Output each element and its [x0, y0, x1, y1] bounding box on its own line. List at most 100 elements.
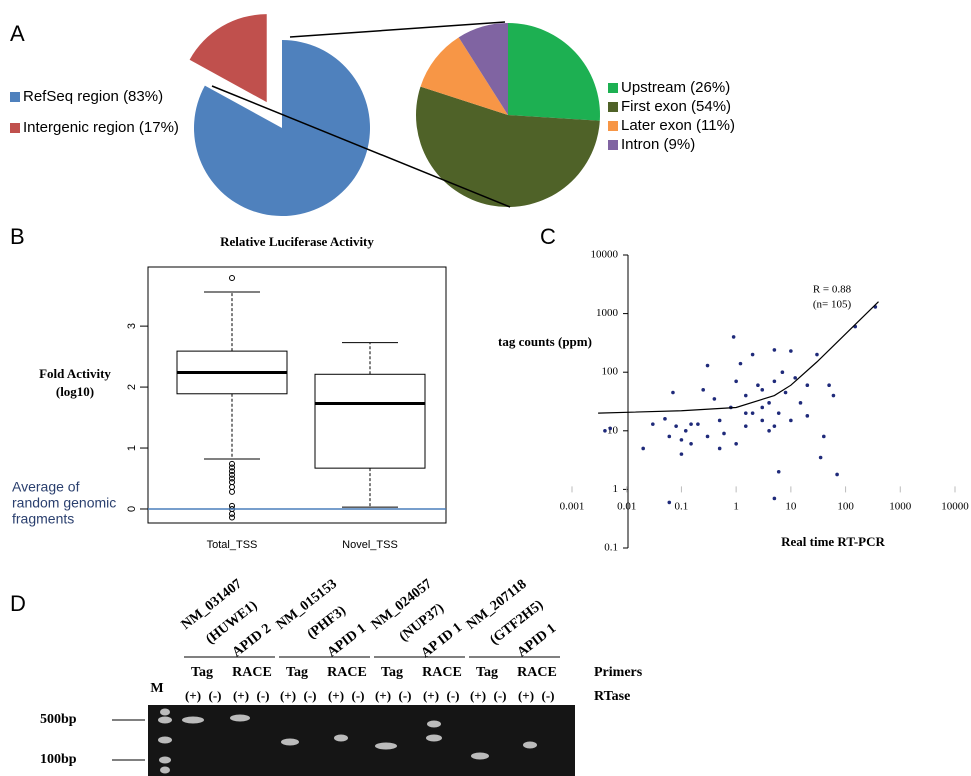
x-tick-label: 100	[837, 501, 854, 513]
rtase-label: (-)	[352, 688, 365, 703]
rtase-label: (-)	[304, 688, 317, 703]
point	[793, 376, 797, 380]
outlier	[230, 480, 235, 485]
point	[608, 427, 612, 431]
gel-band	[375, 743, 397, 750]
x-tick-label: Total_TSS	[207, 539, 258, 551]
point	[684, 429, 688, 433]
rtase-label: (+)	[423, 688, 439, 703]
rtase-label: (-)	[494, 688, 507, 703]
legend-swatch	[608, 83, 618, 93]
row-label: Primers	[594, 665, 643, 680]
legend-swatch	[608, 140, 618, 150]
rtase-label: (+)	[375, 688, 391, 703]
point	[773, 348, 777, 352]
point	[751, 353, 755, 357]
panel-label: C	[540, 224, 556, 249]
gel-band	[523, 742, 537, 749]
gel-band	[159, 757, 171, 764]
primer-label: Tag	[381, 665, 403, 680]
point	[718, 447, 722, 451]
y-tick-label: 10000	[591, 249, 619, 261]
legend-label: First exon (54%)	[621, 98, 731, 115]
y-tick-label: 3	[126, 323, 138, 329]
point	[674, 424, 678, 428]
fit-line	[598, 302, 878, 414]
point	[744, 394, 748, 398]
gel-band	[182, 717, 204, 724]
panel-label: B	[10, 224, 25, 249]
y-tick-label: 1000	[596, 307, 619, 319]
y-axis-label: (log10)	[56, 384, 94, 399]
point	[680, 452, 684, 456]
annotation: R = 0.88	[813, 284, 852, 296]
rtase-label: (+)	[328, 688, 344, 703]
outlier	[230, 489, 235, 494]
point	[663, 417, 667, 421]
point	[815, 353, 819, 357]
point	[706, 435, 710, 439]
point	[819, 456, 823, 460]
point	[773, 379, 777, 383]
x-tick-label: 1	[733, 501, 739, 513]
reference-label: random genomic	[12, 495, 116, 511]
point	[689, 422, 693, 426]
outlier	[230, 485, 235, 490]
legend-label: Intergenic region (17%)	[23, 119, 179, 136]
point	[767, 401, 771, 405]
rtase-label: (+)	[470, 688, 486, 703]
primer-label: RACE	[422, 665, 462, 680]
point	[701, 388, 705, 392]
point	[713, 397, 717, 401]
primer-label: Tag	[476, 665, 498, 680]
point	[760, 406, 764, 410]
point	[667, 501, 671, 505]
gel-band	[426, 735, 442, 742]
gel-band	[230, 715, 250, 722]
x-tick-label: 0.001	[560, 501, 585, 513]
y-tick-label: 0.1	[604, 542, 618, 554]
x-tick-label: Novel_TSS	[342, 539, 398, 551]
x-tick-label: 0.1	[675, 501, 689, 513]
gel-band	[334, 735, 348, 742]
gel-band	[160, 767, 170, 774]
y-tick-label: 1	[126, 445, 138, 451]
rtase-label: (-)	[257, 688, 270, 703]
point	[760, 419, 764, 423]
point	[651, 422, 655, 426]
point	[781, 370, 785, 374]
point	[806, 414, 810, 418]
point	[734, 442, 738, 446]
legend-swatch	[608, 121, 618, 131]
point	[773, 497, 777, 501]
point	[773, 424, 777, 428]
point	[689, 442, 693, 446]
legend-label: Later exon (11%)	[621, 117, 735, 134]
row-label: RTase	[594, 689, 630, 704]
outlier	[230, 515, 235, 520]
outlier	[230, 275, 235, 280]
rtase-label: (+)	[518, 688, 534, 703]
gel-band	[471, 753, 489, 760]
figure: ABCDRefSeq region (83%)Intergenic region…	[0, 0, 971, 776]
point	[751, 411, 755, 415]
legend-swatch	[608, 102, 618, 112]
annotation: (n= 105)	[813, 299, 852, 311]
point	[718, 419, 722, 423]
gel-band	[160, 709, 170, 716]
point	[744, 424, 748, 428]
point	[680, 438, 684, 442]
rtase-label: (-)	[399, 688, 412, 703]
legend-label: Upstream (26%)	[621, 79, 730, 96]
point	[835, 473, 839, 477]
point	[667, 435, 671, 439]
point	[732, 335, 736, 339]
gel-band	[158, 737, 172, 744]
rtase-label: (+)	[280, 688, 296, 703]
point	[806, 383, 810, 387]
marker-label: M	[150, 681, 163, 696]
chart-title: Relative Luciferase Activity	[220, 234, 374, 249]
reference-label: Average of	[12, 479, 80, 495]
rtase-label: (+)	[185, 688, 201, 703]
reference-label: fragments	[12, 511, 74, 527]
